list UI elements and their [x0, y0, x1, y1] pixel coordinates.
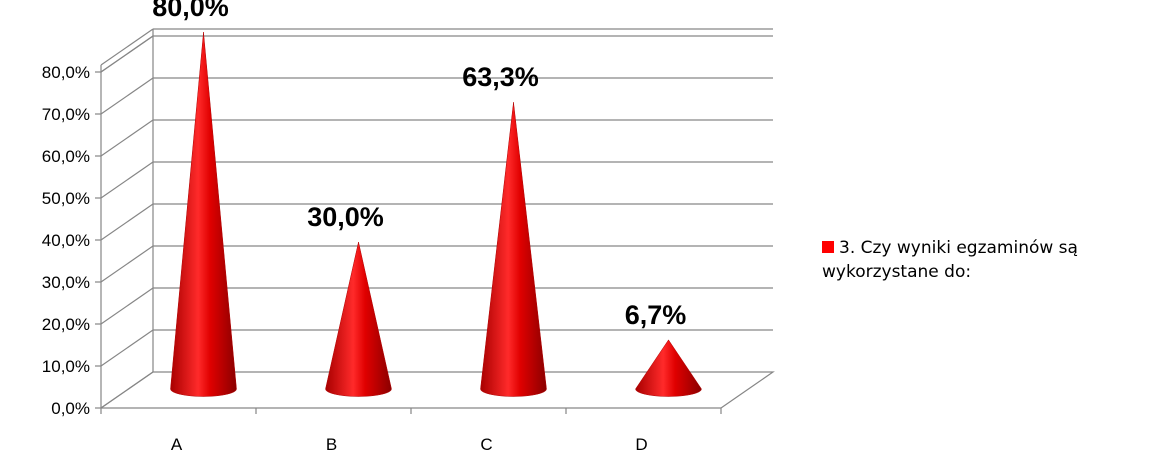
- data-label: 80,0%: [152, 0, 229, 22]
- x-category-label: C: [480, 435, 492, 452]
- y-axis-tick-labels: 0,0% 10,0% 20,0% 30,0% 40,0% 50,0% 60,0% 70,0% 8…: [42, 63, 90, 418]
- x-category-label: A: [171, 435, 183, 452]
- x-axis-category-labels: A B C D: [171, 435, 648, 452]
- floor-outline: [100, 371, 775, 409]
- cone-bar: [480, 102, 547, 397]
- gridline-side: [100, 245, 154, 283]
- legend: 3. Czy wyniki egzaminów są wykorzystane …: [822, 236, 1162, 284]
- cone-body: [635, 339, 702, 397]
- gridline-side: [100, 329, 154, 367]
- legend-label: 3. Czy wyniki egzaminów są wykorzystane …: [822, 238, 1078, 282]
- cone-bar: [635, 339, 702, 397]
- data-labels: 80,0% 30,0% 63,3% 6,7%: [152, 0, 686, 330]
- data-label: 63,3%: [462, 62, 539, 92]
- axes: [95, 65, 775, 414]
- x-category-label: D: [635, 435, 647, 452]
- gridline-side: [100, 119, 154, 157]
- x-category-label: B: [326, 435, 337, 452]
- gridline-side: [100, 287, 154, 325]
- gridline-side: [100, 35, 154, 73]
- gridline-side: [100, 77, 154, 115]
- y-tick-label: 10,0%: [42, 357, 90, 376]
- y-tick-label: 80,0%: [42, 63, 90, 82]
- cone-body: [170, 31, 237, 397]
- cone-bar: [170, 31, 237, 397]
- gridlines: [100, 35, 773, 409]
- cones: [170, 31, 702, 397]
- gridline-side: [100, 203, 154, 241]
- cone-body: [480, 102, 547, 397]
- legend-swatch: [822, 241, 834, 253]
- data-label: 6,7%: [625, 300, 687, 330]
- y-tick-label: 30,0%: [42, 273, 90, 292]
- gridline-side: [100, 161, 154, 199]
- y-tick-label: 20,0%: [42, 315, 90, 334]
- cone-body: [325, 241, 392, 397]
- y-tick-label: 60,0%: [42, 147, 90, 166]
- y-tick-label: 70,0%: [42, 105, 90, 124]
- y-tick-label: 50,0%: [42, 189, 90, 208]
- cone-bar: [325, 241, 392, 397]
- data-label: 30,0%: [307, 202, 384, 232]
- y-tick-label: 40,0%: [42, 231, 90, 250]
- side-wall-top-diagonal: [100, 28, 154, 66]
- y-tick-label: 0,0%: [51, 399, 90, 418]
